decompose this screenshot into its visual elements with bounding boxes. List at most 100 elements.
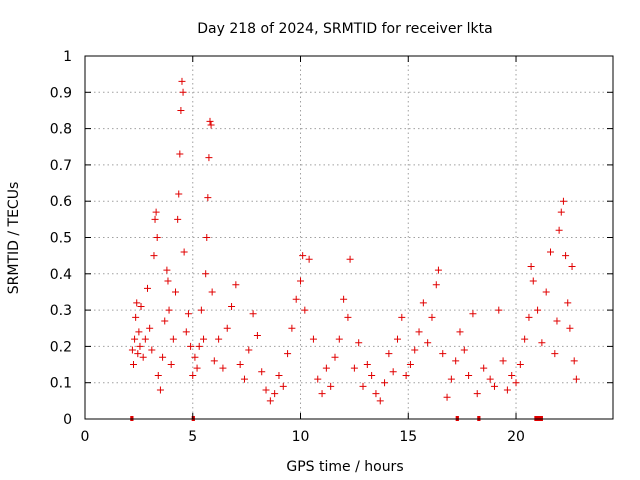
data-point [133,299,141,307]
data-point [424,339,432,347]
data-point [480,364,488,372]
data-point [538,339,546,347]
data-point [355,339,363,347]
y-tick-label: 0.3 [50,303,72,319]
data-point [322,364,330,372]
data-point [428,313,436,321]
data-point [180,248,188,256]
data-point [406,361,414,369]
data-point [262,386,270,394]
data-point [146,324,154,332]
data-point [143,284,151,292]
data-point [551,350,559,358]
data-point [566,324,574,332]
data-point [236,361,244,369]
data-point [150,252,158,260]
data-point [200,335,208,343]
data-point [559,197,567,205]
data-point [499,357,507,365]
data-points [128,77,580,405]
data-point [205,154,213,162]
data-point [452,357,460,365]
data-point [128,346,136,354]
data-point [129,361,137,369]
data-point [184,310,192,318]
data-point [465,371,473,379]
plot-frame [84,55,614,420]
data-point [139,353,147,361]
data-point [456,328,464,336]
data-point [564,299,572,307]
data-point [570,357,578,365]
data-point [542,288,550,296]
data-point [327,382,335,390]
data-point [258,368,266,376]
data-point [344,313,352,321]
y-tick-label: 1 [63,49,72,65]
data-point [415,328,423,336]
y-tick-label: 0.6 [50,194,72,210]
data-point [223,324,231,332]
data-point [172,288,180,296]
data-point [503,386,511,394]
x-axis-label: GPS time / hours [286,459,403,475]
data-point [189,371,197,379]
data-point [175,190,183,198]
data-point [305,255,313,263]
data-point [154,371,162,379]
data-point [572,375,580,383]
data-point [131,335,139,343]
data-point [136,342,144,350]
y-tick-label: 0.7 [50,158,72,174]
data-point [393,335,401,343]
data-point [516,361,524,369]
data-point [350,364,358,372]
data-point [187,342,195,350]
data-point [486,375,494,383]
y-tick-label: 0.2 [50,339,72,355]
data-point [179,88,187,96]
data-point [288,324,296,332]
data-point [240,375,248,383]
data-point [167,361,175,369]
x-tick-label: 10 [292,429,310,445]
data-point [132,313,140,321]
data-point [182,328,190,336]
data-point [460,346,468,354]
y-tick-label: 0.4 [50,267,72,283]
data-point [207,121,215,129]
data-point [141,335,149,343]
data-point [148,346,156,354]
data-point [439,350,447,358]
y-tick-label: 0.1 [50,376,72,392]
data-point [309,335,317,343]
data-point [206,117,214,125]
data-point [398,313,406,321]
data-point [335,335,343,343]
data-point [165,306,173,314]
data-point [228,302,236,310]
data-point [232,281,240,289]
data-point [469,310,477,318]
data-point [447,375,455,383]
data-point [372,390,380,398]
data-point [562,252,570,260]
data-point [490,382,498,390]
data-point [297,277,305,285]
data-point [547,248,555,256]
y-tick-label: 0 [63,412,72,428]
data-point [557,208,565,216]
y-tick-label: 0.9 [50,85,72,101]
data-point [525,313,533,321]
data-point [193,364,201,372]
data-point [512,379,520,387]
data-point [204,194,212,202]
data-point [368,371,376,379]
data-point [363,361,371,369]
data-point [443,393,451,401]
data-point [137,302,145,310]
data-point [529,277,537,285]
data-point [151,215,159,223]
chart-title: Day 218 of 2024, SRMTID for receiver lkt… [197,21,492,37]
